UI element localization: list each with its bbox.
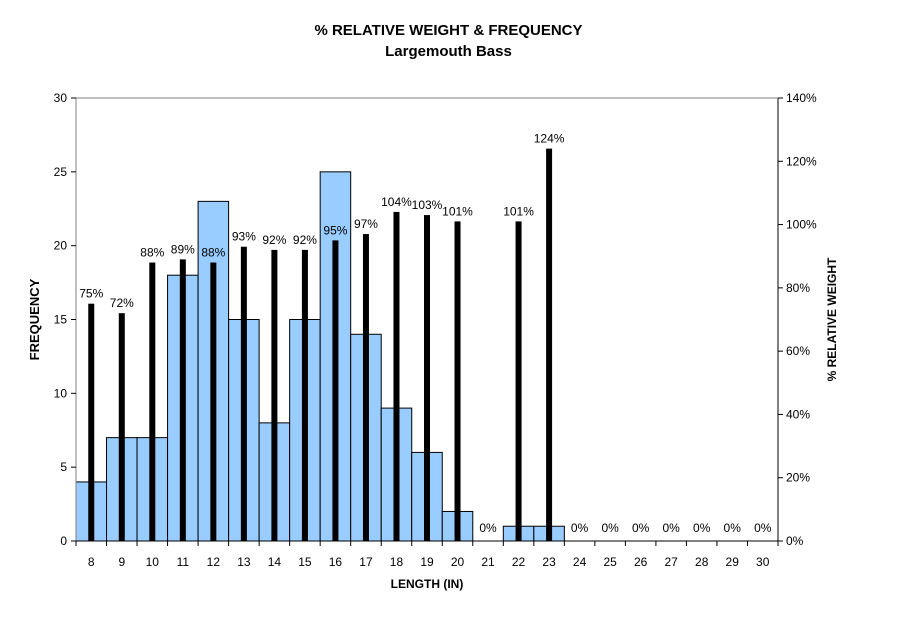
relative-weight-bar	[240, 246, 247, 541]
x-tick-label: 17	[359, 555, 373, 569]
relative-weight-series	[88, 148, 553, 542]
x-tick-label: 26	[634, 555, 648, 569]
x-tick-label: 16	[329, 555, 343, 569]
y-tick-label: 15	[54, 313, 68, 327]
x-tick-label: 28	[695, 555, 709, 569]
y2-tick-label: 40%	[786, 407, 810, 421]
data-label: 0%	[632, 521, 650, 535]
chart-title: % RELATIVE WEIGHT & FREQUENCY	[314, 22, 583, 39]
relative-weight-bar	[179, 259, 186, 541]
y2-tick-label: 120%	[786, 154, 817, 168]
data-label: 95%	[323, 223, 347, 237]
y-axis-title: FREQUENCY	[27, 278, 42, 360]
x-tick-label: 18	[390, 555, 404, 569]
relative-weight-bar	[271, 249, 278, 541]
y2-tick-label: 140%	[786, 91, 817, 105]
data-label: 103%	[412, 198, 443, 212]
relative-weight-bar	[301, 249, 308, 541]
relative-weight-bar	[210, 262, 217, 541]
x-tick-label: 9	[118, 555, 125, 569]
x-tick-label: 10	[146, 555, 160, 569]
x-tick-label: 11	[177, 555, 190, 569]
data-label: 101%	[503, 204, 534, 218]
data-label: 92%	[262, 233, 286, 247]
x-axis-title: LENGTH (IN)	[391, 577, 464, 591]
chart-subtitle: Largemouth Bass	[385, 43, 512, 60]
frequency-series	[75, 171, 565, 542]
relative-weight-bar	[454, 221, 461, 541]
y2-tick-label: 20%	[786, 471, 810, 485]
data-label: 72%	[110, 296, 134, 310]
axes	[71, 97, 783, 546]
x-tick-label: 12	[207, 555, 221, 569]
y-tick-label: 30	[54, 91, 68, 105]
data-label: 104%	[381, 195, 412, 209]
x-tick-label: 29	[726, 555, 740, 569]
data-label: 0%	[663, 521, 681, 535]
relative-weight-bar	[149, 262, 156, 541]
x-tick-label: 13	[237, 555, 251, 569]
relative-weight-bar	[546, 148, 553, 541]
x-tick-label: 20	[451, 555, 465, 569]
y2-tick-label: 0%	[786, 534, 804, 548]
y-tick-label: 10	[54, 386, 68, 400]
data-label: 0%	[479, 521, 497, 535]
relative-weight-bar	[88, 303, 95, 541]
x-tick-label: 19	[420, 555, 434, 569]
data-label: 101%	[442, 204, 473, 218]
x-tick-label: 24	[573, 555, 587, 569]
data-label: 124%	[534, 132, 565, 146]
relative-weight-bar	[424, 215, 430, 542]
data-label: 0%	[571, 521, 589, 535]
x-tick-label: 14	[268, 555, 282, 569]
data-label: 88%	[140, 246, 164, 260]
data-label: 89%	[171, 242, 195, 256]
y-tick-label: 25	[54, 165, 68, 179]
data-label: 0%	[601, 521, 619, 535]
data-label: 93%	[232, 230, 256, 244]
data-label: 75%	[79, 287, 103, 301]
y2-axis-title: % RELATIVE WEIGHT	[825, 257, 839, 381]
relative-weight-bar	[393, 211, 400, 541]
relative-weight-bar	[362, 234, 369, 542]
data-label: 0%	[724, 521, 742, 535]
x-tick-label: 30	[756, 555, 770, 569]
y2-tick-label: 100%	[786, 218, 817, 232]
x-tick-label: 23	[542, 555, 556, 569]
y-tick-label: 5	[60, 460, 67, 474]
data-label: 92%	[293, 233, 317, 247]
y2-tick-label: 60%	[786, 344, 810, 358]
data-label: 0%	[754, 521, 772, 535]
x-tick-label: 27	[664, 555, 678, 569]
y-tick-label: 20	[54, 239, 68, 253]
x-tick-label: 25	[603, 555, 617, 569]
relative-weight-bar	[118, 313, 125, 541]
data-label: 0%	[693, 521, 711, 535]
x-tick-label: 15	[298, 555, 312, 569]
relative-weight-bar	[515, 221, 522, 541]
data-label: 97%	[354, 217, 378, 231]
x-tick-label: 21	[481, 555, 495, 569]
relative-weight-bar	[332, 240, 339, 541]
x-tick-label: 8	[88, 555, 95, 569]
data-label: 88%	[201, 246, 225, 260]
y-tick-label: 0	[60, 534, 67, 548]
y2-tick-label: 80%	[786, 281, 810, 295]
x-tick-label: 22	[512, 555, 526, 569]
